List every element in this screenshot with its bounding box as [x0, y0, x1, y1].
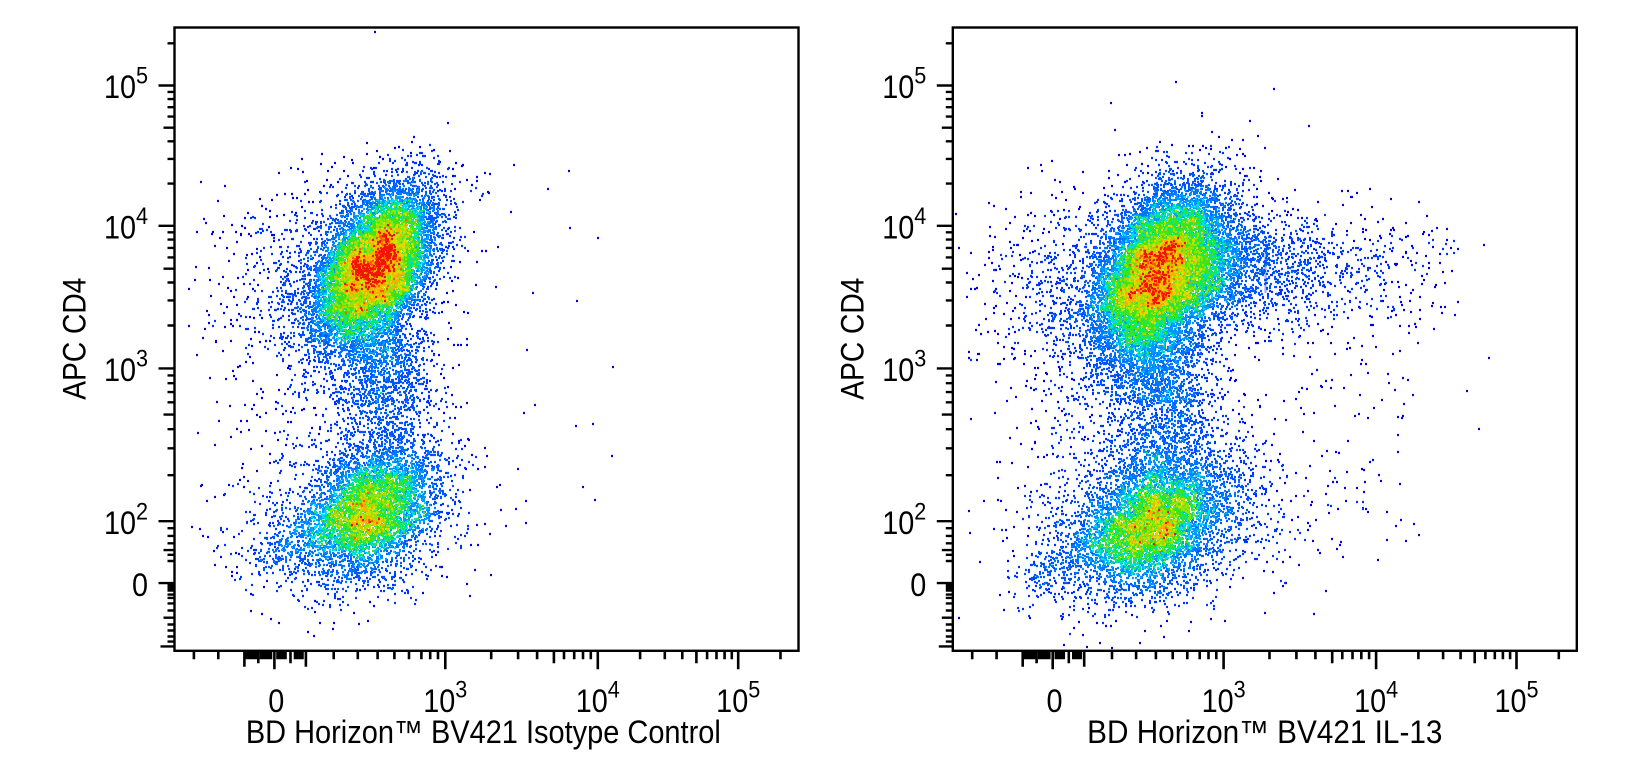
- svg-text:0: 0: [1046, 684, 1062, 720]
- svg-text:BD Horizon™ BV421 IL-13: BD Horizon™ BV421 IL-13: [1087, 714, 1442, 750]
- svg-text:102: 102: [882, 497, 926, 541]
- svg-text:APC CD4: APC CD4: [836, 278, 871, 400]
- svg-text:0: 0: [268, 684, 284, 720]
- svg-text:104: 104: [882, 202, 926, 246]
- svg-text:APC CD4: APC CD4: [58, 278, 93, 400]
- svg-text:0: 0: [910, 567, 926, 603]
- svg-text:BD Horizon™ BV421 Isotype Cont: BD Horizon™ BV421 Isotype Control: [246, 715, 721, 751]
- svg-text:0: 0: [132, 567, 148, 603]
